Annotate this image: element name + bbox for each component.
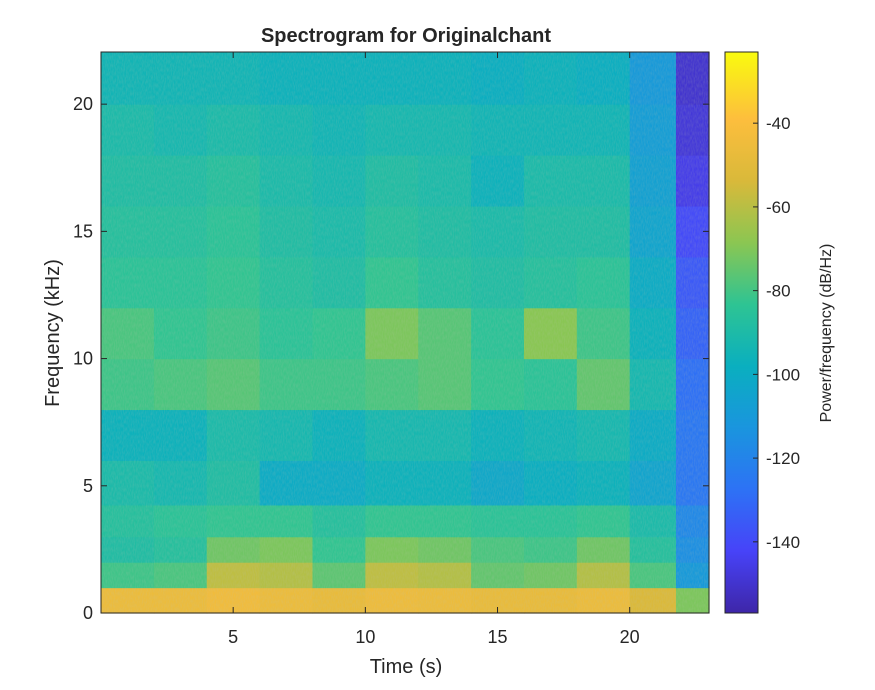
x-tick-label: 10 [355,627,375,647]
colorbar-tick-label: -100 [766,365,800,384]
colorbar-tick-label: -40 [766,114,791,133]
x-tick-label: 20 [620,627,640,647]
y-tick-label: 5 [83,476,93,496]
colorbar-tick-label: -80 [766,282,791,301]
plot-area [100,51,710,614]
y-axis: 0 5 10 15 20 [73,94,709,623]
colorbar-ticks: -40 -60 -80 -100 -120 -140 [753,114,800,552]
x-tick-label: 5 [228,627,238,647]
x-tick-label: 15 [488,627,508,647]
plot-frame [100,51,710,614]
y-tick-label: 15 [73,221,93,241]
y-tick-label: 20 [73,94,93,114]
y-tick-label: 10 [73,349,93,369]
x-axis: 5 10 15 20 [228,52,640,647]
colorbar-tick-label: -120 [766,449,800,468]
colorbar-tick-label: -60 [766,198,791,217]
colorbar-label: Power/frequency (dB/Hz) [818,244,835,423]
colorbar: -40 -60 -80 -100 -120 -140 Power/frequency (d… [724,51,835,614]
x-axis-label: Time (s) [370,656,443,678]
spectrogram-texture [101,52,709,613]
chart-title: Spectrogram for Originalchant [261,25,551,47]
colorbar-tick-label: -140 [766,533,800,552]
y-tick-label: 0 [83,603,93,623]
colorbar-gradient [724,51,759,614]
y-axis-label: Frequency (kHz) [42,259,64,407]
